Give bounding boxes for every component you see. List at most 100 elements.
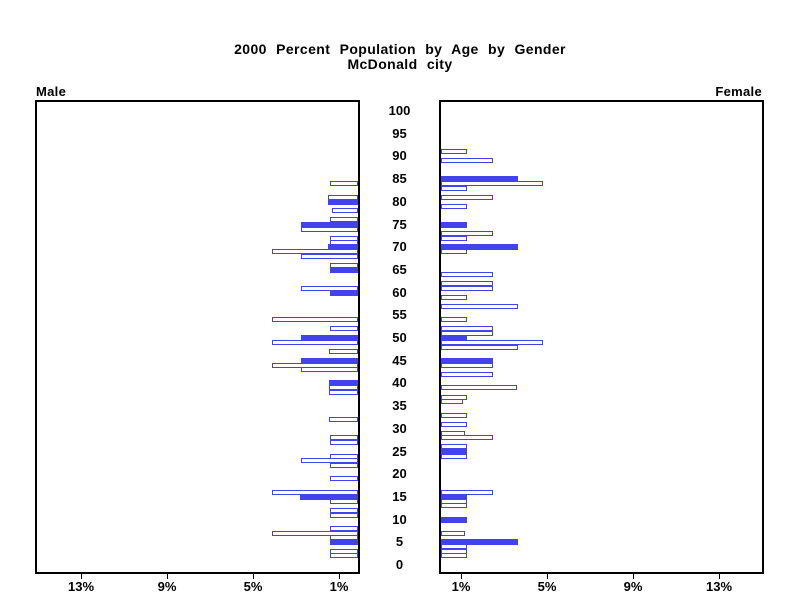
female-bar-age-73 (441, 231, 493, 236)
male-bar-age-14 (330, 499, 358, 504)
male-bar-age-52 (330, 326, 358, 331)
age-axis: 0 5 10 15 20 25 30 35 40 45 50 55 60 65 70 75 80 85 90 95 10… (360, 0, 439, 600)
male-pct-tick-label-13: 13% (67, 579, 95, 594)
male-bar-age-7 (272, 531, 358, 536)
female-bars-panel (439, 100, 764, 574)
male-bar-age-39 (329, 385, 358, 390)
male-bar-age-74 (301, 227, 358, 232)
male-bar-age-23 (301, 458, 358, 463)
chart-title: 2000 Percent Population by Age by Gender (234, 41, 566, 57)
female-bar-age-84 (441, 181, 543, 186)
male-bar-age-15 (300, 494, 358, 500)
male-panel-label: Male (36, 84, 67, 99)
female-bar-age-33 (441, 413, 467, 418)
female-bar-age-16 (441, 490, 493, 495)
female-pct-tick-label-9: 9% (623, 579, 643, 594)
male-bar-age-84 (330, 181, 358, 186)
female-bar-age-69 (441, 249, 467, 254)
female-pct-tick-13 (719, 574, 720, 579)
female-bar-age-72 (441, 236, 467, 241)
age-tick-label-70: 70 (392, 239, 407, 254)
male-bar-age-69 (272, 249, 358, 254)
male-bar-age-32 (329, 417, 358, 422)
age-tick-label-75: 75 (392, 217, 407, 232)
age-tick-label-85: 85 (392, 171, 407, 186)
female-bar-age-39 (441, 385, 517, 390)
male-bar-age-68 (301, 254, 358, 259)
female-bar-age-31 (441, 422, 467, 427)
male-bar-age-49 (272, 340, 358, 345)
male-pct-tick-label-9: 9% (157, 579, 177, 594)
male-bar-age-38 (329, 390, 358, 395)
age-tick-label-30: 30 (392, 421, 407, 436)
male-bar-age-78 (332, 208, 358, 213)
chart-subtitle: McDonald city (347, 56, 453, 72)
age-tick-label-45: 45 (392, 353, 407, 368)
female-bar-age-4 (441, 544, 467, 549)
male-bar-age-11 (330, 513, 358, 518)
age-tick-label-10: 10 (392, 512, 407, 527)
female-pct-tick-9 (633, 574, 634, 579)
female-panel-label: Female (715, 84, 762, 99)
female-bar-age-26 (441, 444, 467, 449)
male-pct-tick-label-5: 5% (243, 579, 263, 594)
age-tick-label-25: 25 (392, 444, 407, 459)
female-bar-age-59 (441, 295, 467, 300)
age-tick-label-60: 60 (392, 285, 407, 300)
male-bar-age-19 (330, 476, 358, 481)
male-bar-age-65 (330, 267, 358, 273)
male-pct-tick-13 (81, 574, 82, 579)
female-bar-age-89 (441, 158, 493, 163)
male-bar-age-5 (330, 539, 358, 545)
female-bar-age-49 (441, 340, 543, 345)
female-pct-tick-label-1: 1% (451, 579, 471, 594)
female-pct-tick-5 (547, 574, 548, 579)
female-bar-age-61 (441, 286, 493, 291)
age-tick-label-90: 90 (392, 148, 407, 163)
male-bar-age-61 (301, 286, 358, 291)
female-bar-age-10 (441, 517, 467, 523)
female-bar-age-7 (441, 531, 465, 536)
male-bar-age-47 (329, 349, 358, 354)
age-tick-label-55: 55 (392, 307, 407, 322)
female-bar-age-52 (441, 326, 493, 331)
male-bar-age-8 (330, 526, 358, 531)
male-pct-tick-1 (339, 574, 340, 579)
female-bar-age-36 (441, 399, 463, 404)
female-bar-age-42 (441, 372, 493, 377)
male-bar-age-60 (330, 290, 358, 296)
male-bar-age-43 (301, 367, 358, 372)
female-bar-age-2 (441, 553, 467, 558)
male-bar-age-54 (272, 317, 358, 322)
age-tick-label-40: 40 (392, 375, 407, 390)
female-bar-age-51 (441, 331, 493, 336)
female-bar-age-91 (441, 149, 467, 154)
male-pct-tick-9 (167, 574, 168, 579)
female-bar-age-64 (441, 272, 493, 277)
female-pct-tick-label-13: 13% (705, 579, 733, 594)
age-tick-label-100: 100 (388, 103, 411, 118)
female-bar-age-28 (441, 435, 493, 440)
age-tick-label-80: 80 (392, 194, 407, 209)
age-tick-label-20: 20 (392, 466, 407, 481)
female-bar-age-13 (441, 503, 467, 508)
female-bar-age-5 (441, 539, 518, 545)
female-bar-age-57 (441, 304, 518, 309)
male-bar-age-27 (330, 440, 358, 445)
age-tick-label-0: 0 (395, 557, 404, 572)
male-bars-panel (35, 100, 360, 574)
male-bar-age-22 (330, 463, 358, 468)
male-bar-age-2 (330, 553, 358, 558)
male-pct-tick-5 (253, 574, 254, 579)
female-bar-age-48 (441, 345, 518, 350)
female-bar-age-70 (441, 244, 518, 250)
male-bar-age-80 (328, 199, 358, 205)
female-bar-age-44 (441, 363, 493, 368)
female-bar-age-83 (441, 186, 467, 191)
female-bar-age-75 (441, 222, 467, 228)
female-bar-age-81 (441, 195, 493, 200)
age-tick-label-65: 65 (392, 262, 407, 277)
male-bar-age-12 (330, 508, 358, 513)
female-bar-age-54 (441, 317, 467, 322)
